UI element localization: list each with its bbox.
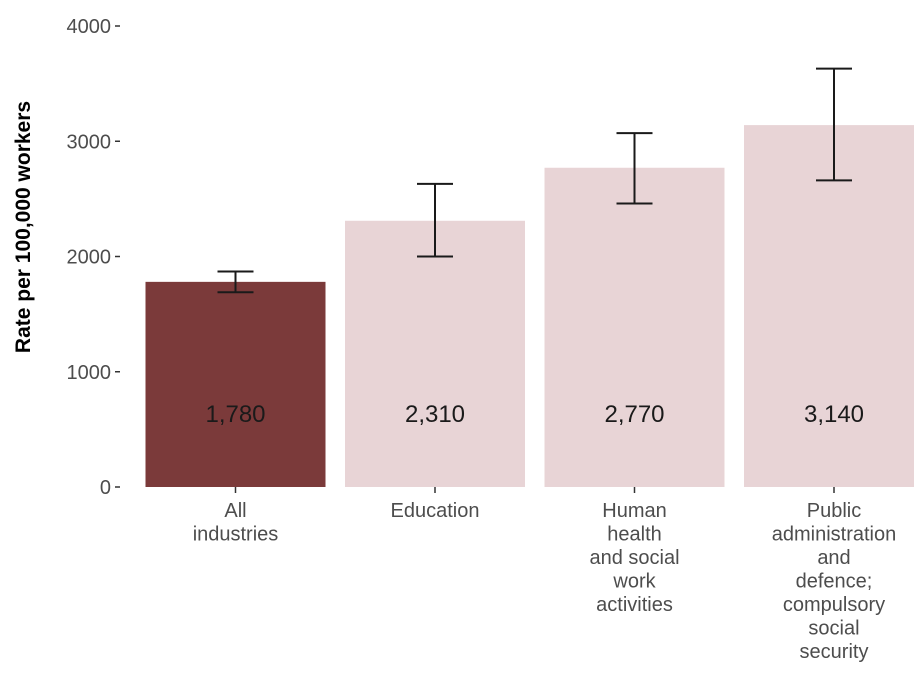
bar [145,281,326,487]
bar-value-label: 2,770 [604,401,664,428]
y-tick-label: 2000 [67,247,112,269]
y-tick-label: 4000 [67,16,112,38]
y-tick-label: 3000 [67,131,112,153]
x-tick-label: All industries [193,500,279,546]
bar-value-label: 3,140 [804,401,864,428]
y-tick-label: 1000 [67,362,112,384]
x-tick-label: Human health and social work activities [589,500,679,616]
value-labels-group: 1,780 2,310 2,770 3,140 [205,401,864,428]
bar [345,220,525,487]
bar-value-label: 2,310 [405,401,465,428]
bars-group [145,125,914,488]
x-tick-label: Education [391,500,480,522]
y-axis-title: Rate per 100,000 workers [12,101,35,353]
x-tick-label: Public administration and defence; compulsor… [772,500,897,663]
x-axis: All industries Education Human health and soc… [193,487,897,663]
bar-value-label: 1,780 [205,401,265,428]
bar [544,167,725,487]
errorbars-group [217,67,852,294]
bar [744,125,914,488]
errorbar [217,270,254,294]
y-axis: 0 1000 2000 3000 4000 [67,16,120,499]
errorbar [417,182,453,258]
errorbar [816,67,852,182]
errorbar [616,132,653,205]
y-tick-label: 0 [100,477,111,499]
